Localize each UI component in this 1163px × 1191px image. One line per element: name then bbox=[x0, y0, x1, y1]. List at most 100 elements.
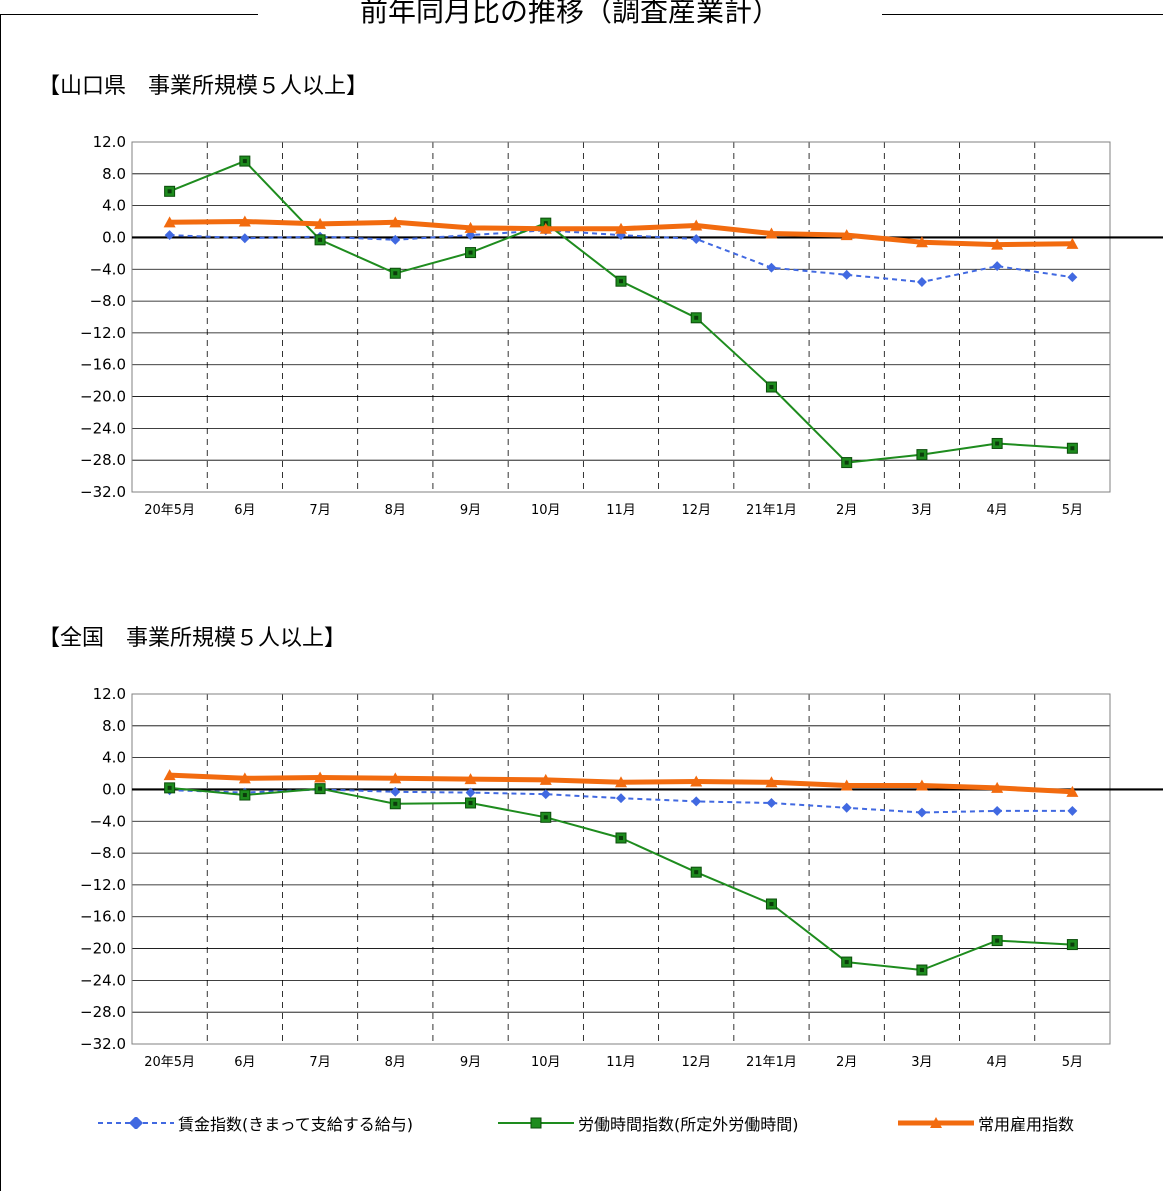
data-point-employment bbox=[765, 227, 778, 239]
data-point-hours-core bbox=[318, 786, 323, 791]
y-tick-label: 0.0 bbox=[102, 228, 126, 246]
x-tick-label: 5月 bbox=[1062, 503, 1083, 518]
data-point-employment bbox=[690, 775, 703, 787]
data-point-wage bbox=[239, 233, 250, 244]
legend-label-hours: 労働時間指数(所定外労働時間) bbox=[578, 1115, 799, 1134]
data-point-hours-core bbox=[619, 835, 623, 840]
data-point-hours-core bbox=[694, 870, 699, 875]
chart-national: 12.0 8.0 4.0 0.0 −4.0 −8.0 −12.0 −16.0 −20.0 −24.… bbox=[80, 685, 1163, 1070]
data-point-employment bbox=[915, 236, 928, 248]
page-frame-top-left bbox=[0, 14, 258, 15]
y-tick-label: 12.0 bbox=[93, 685, 126, 703]
data-point-employment bbox=[1066, 785, 1079, 797]
plot-area-border bbox=[131, 141, 1111, 493]
y-tick-label: 8.0 bbox=[102, 717, 126, 735]
data-point-wage bbox=[841, 802, 852, 813]
chart-yamaguchi: 12.0 8.0 4.0 0.0 −4.0 −8.0 −12.0 −16.0 −20.0 −24.… bbox=[80, 133, 1163, 518]
plot-area-border bbox=[131, 693, 1111, 1045]
x-tick-label: 3月 bbox=[911, 503, 932, 518]
y-tick-label: −20.0 bbox=[80, 940, 126, 958]
page-frame-left bbox=[0, 14, 1, 1191]
data-point-employment bbox=[163, 216, 176, 228]
data-point-employment bbox=[615, 776, 627, 788]
data-point-hours-core bbox=[468, 250, 473, 255]
data-point-hours-core bbox=[919, 452, 924, 457]
x-tick-label: 10月 bbox=[531, 503, 561, 518]
data-point-wage bbox=[540, 789, 551, 800]
x-tick-label: 20年5月 bbox=[144, 503, 195, 518]
data-point-employment bbox=[539, 773, 552, 785]
x-tick-label: 4月 bbox=[987, 1055, 1008, 1070]
x-tick-label: 7月 bbox=[309, 503, 330, 518]
data-point-wage bbox=[916, 807, 927, 818]
data-point-hours-core bbox=[844, 460, 849, 465]
data-point-hours-core bbox=[1070, 942, 1075, 947]
section-label-yamaguchi: 【山口県 事業所規模５人以上】 bbox=[38, 74, 369, 99]
x-tick-label: 11月 bbox=[606, 503, 636, 518]
y-tick-label: −16.0 bbox=[80, 356, 126, 374]
data-point-hours-core bbox=[995, 441, 1000, 446]
y-tick-label: 8.0 bbox=[102, 165, 126, 183]
data-point-wage bbox=[691, 796, 702, 807]
data-point-hours-core bbox=[694, 315, 699, 320]
data-point-hours-core bbox=[844, 960, 849, 965]
data-point-employment bbox=[314, 217, 327, 229]
legend-item-employment: 常用雇用指数 bbox=[898, 1108, 1074, 1138]
data-point-hours-core bbox=[393, 271, 398, 276]
data-point-hours-core bbox=[543, 815, 548, 820]
y-tick-label: −24.0 bbox=[80, 971, 126, 989]
x-tick-label: 3月 bbox=[911, 1055, 932, 1070]
y-tick-label: 4.0 bbox=[102, 749, 126, 767]
legend-label-employment: 常用雇用指数 bbox=[978, 1115, 1075, 1134]
x-tick-label: 9月 bbox=[460, 503, 481, 518]
x-tick-label: 5月 bbox=[1062, 1055, 1083, 1070]
legend-label-wage: 賃金指数(きまって支給する給与) bbox=[178, 1115, 414, 1134]
data-point-hours-core bbox=[1070, 446, 1075, 451]
data-point-employment bbox=[314, 771, 327, 783]
data-point-employment bbox=[389, 216, 402, 228]
data-point-employment bbox=[991, 238, 1004, 250]
legend-hours-marker bbox=[498, 1117, 574, 1129]
y-tick-label: −8.0 bbox=[90, 844, 126, 862]
x-tick-label: 8月 bbox=[385, 1055, 406, 1070]
x-tick-label: 12月 bbox=[681, 503, 711, 518]
y-tick-label: −12.0 bbox=[80, 324, 126, 342]
data-point-wage bbox=[465, 787, 476, 798]
y-tick-label: 4.0 bbox=[102, 197, 126, 215]
x-tick-label: 9月 bbox=[460, 1055, 481, 1070]
data-point-wage bbox=[616, 793, 626, 804]
x-tick-label: 20年5月 bbox=[144, 1055, 195, 1070]
x-tick-label: 2月 bbox=[836, 1055, 857, 1070]
chart-legend: 賃金指数(きまって支給する給与) 労働時間指数(所定外労働時間) 常用雇用指数 bbox=[0, 1108, 1163, 1138]
data-point-wage bbox=[766, 262, 777, 273]
y-tick-label: −32.0 bbox=[80, 483, 126, 501]
series-line-hours bbox=[169, 786, 1073, 971]
data-point-employment bbox=[840, 779, 853, 791]
data-point-employment bbox=[163, 769, 176, 781]
data-point-hours-core bbox=[242, 793, 247, 798]
page-title: 前年同月比の推移（調査産業計） bbox=[359, 0, 780, 28]
x-tick-label: 11月 bbox=[606, 1055, 636, 1070]
data-point-hours-core bbox=[468, 800, 473, 805]
data-point-hours-core bbox=[167, 189, 172, 194]
section-label-national: 【全国 事業所規模５人以上】 bbox=[38, 626, 347, 651]
data-point-hours-core bbox=[318, 237, 323, 242]
data-point-employment bbox=[1066, 237, 1079, 249]
y-tick-label: −28.0 bbox=[80, 451, 126, 469]
y-tick-label: −4.0 bbox=[90, 812, 126, 830]
data-point-employment bbox=[690, 219, 703, 231]
x-tick-label: 21年1月 bbox=[746, 503, 797, 518]
data-point-employment bbox=[991, 781, 1004, 793]
x-tick-label: 6月 bbox=[234, 503, 255, 518]
data-point-employment bbox=[238, 215, 251, 227]
legend-item-wage: 賃金指数(きまって支給する給与) bbox=[98, 1108, 413, 1138]
data-point-hours-core bbox=[167, 785, 172, 790]
x-tick-label: 8月 bbox=[385, 503, 406, 518]
data-point-employment bbox=[915, 779, 928, 791]
y-tick-label: −24.0 bbox=[80, 419, 126, 437]
data-point-wage bbox=[992, 805, 1003, 816]
data-point-wage bbox=[841, 269, 852, 280]
y-tick-label: −32.0 bbox=[80, 1035, 126, 1053]
data-point-employment bbox=[840, 229, 853, 241]
legend-wage-marker bbox=[98, 1117, 174, 1129]
